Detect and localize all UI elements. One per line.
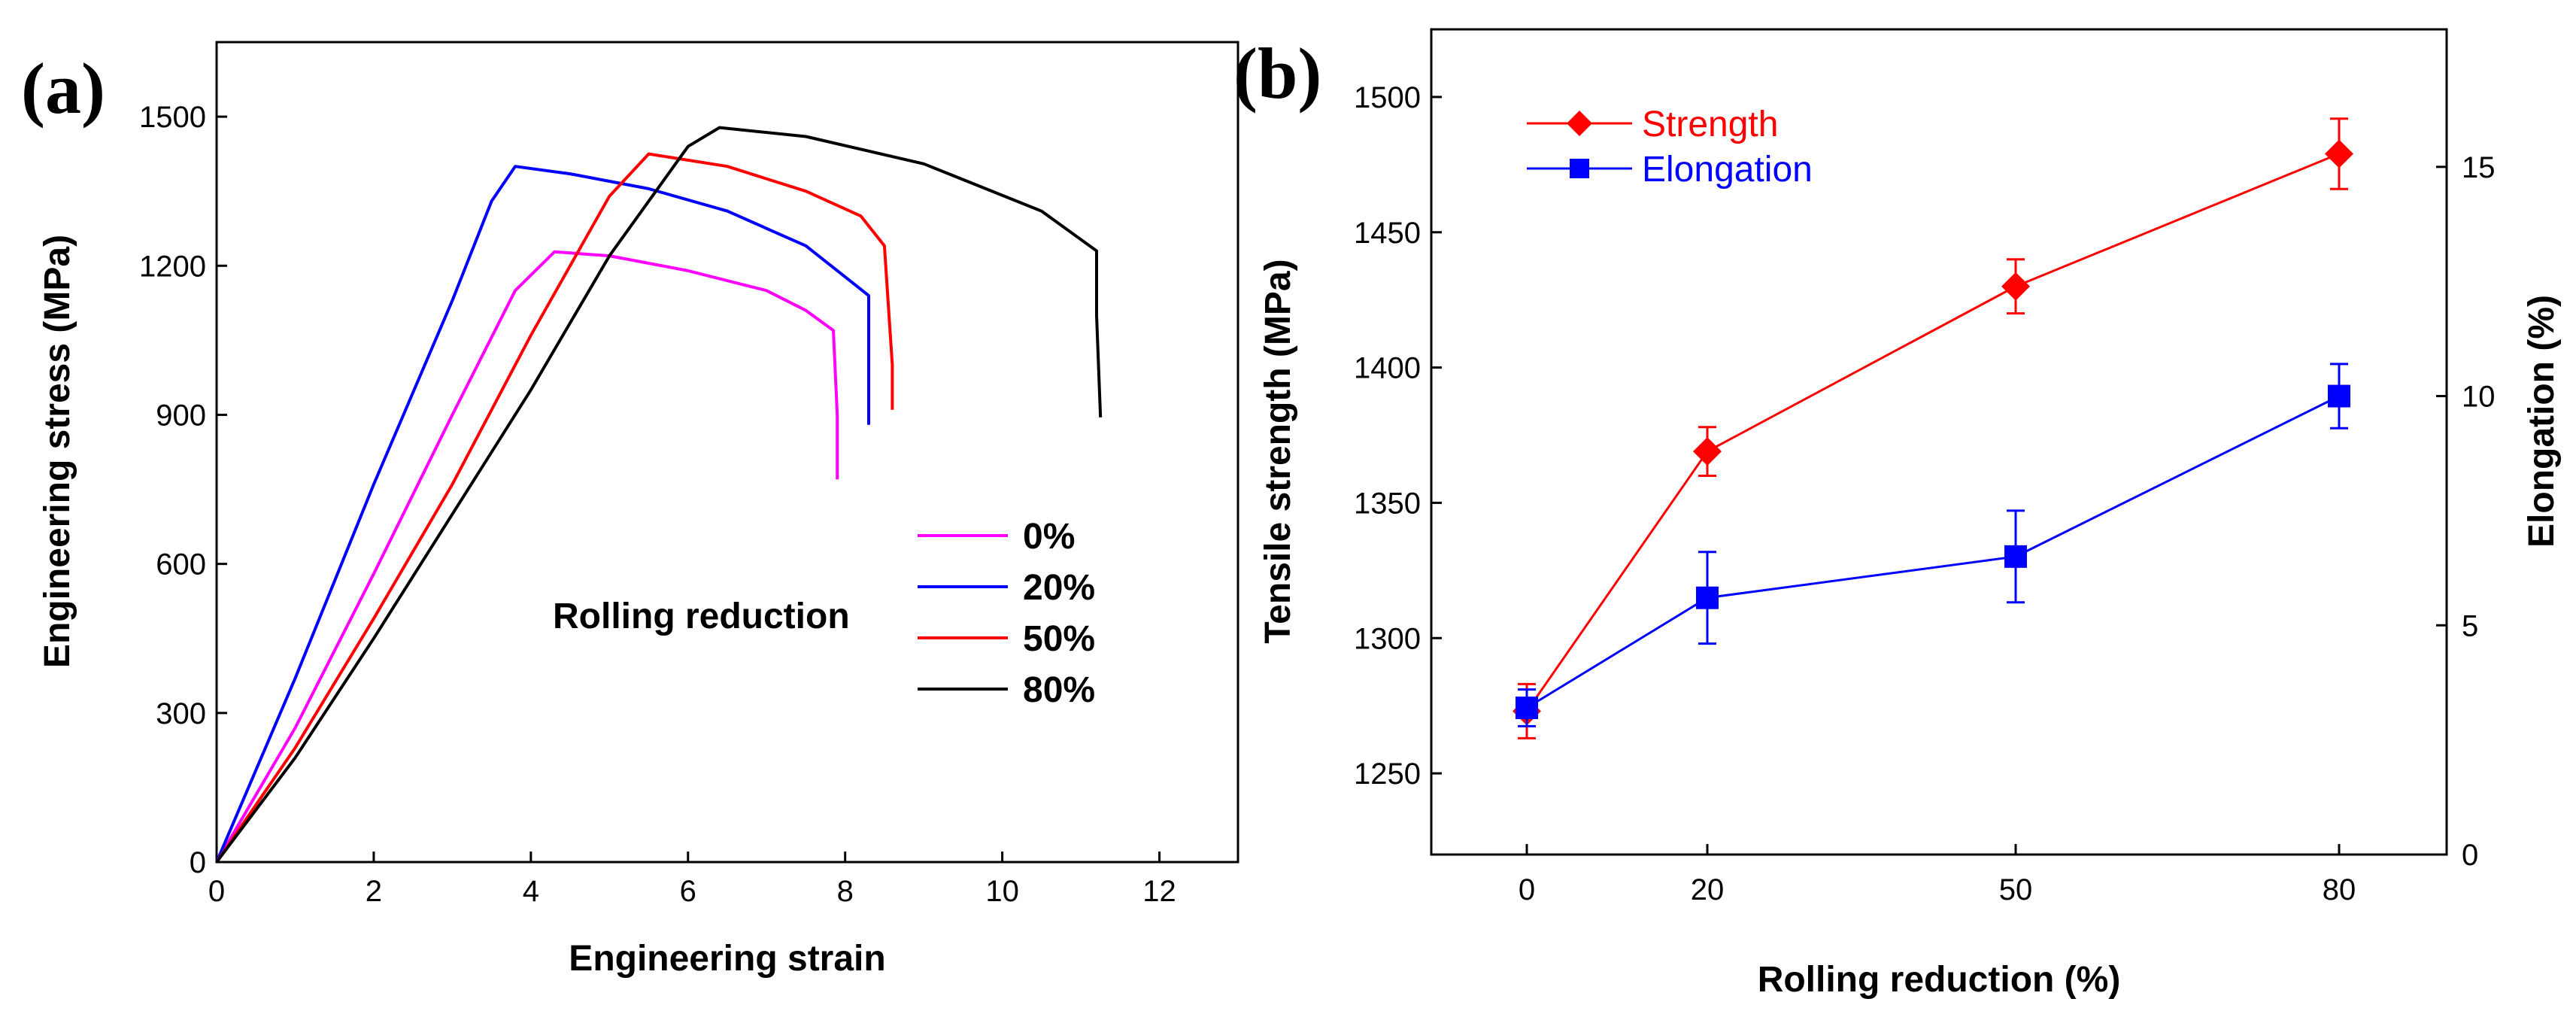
series-line-50pct [215,152,894,864]
x-tick-label-a: 0 [208,875,225,908]
x-tick-label-b: 20 [1691,873,1725,906]
legend-title: Rolling reduction [553,597,850,636]
y-tick-label-a: 0 [190,846,206,879]
data-point-elongation [1696,586,1719,609]
series-line-20pct [215,165,870,863]
y-tick-label-left-b: 1250 [1354,757,1421,791]
legend-label-a: 50% [1023,619,1095,659]
y-tick-label-right-b: 5 [2462,609,2478,642]
y-tick-label-left-b: 1350 [1354,487,1421,520]
x-tick-label-a: 10 [985,875,1019,908]
y-tick-label-left-b: 1500 [1354,81,1421,114]
y-tick-label-a: 300 [156,697,206,730]
y-tick-label-right-b: 15 [2462,151,2496,184]
y-tick-label-left-b: 1400 [1354,352,1421,385]
x-tick-label-a: 4 [523,875,539,908]
y-tick-label-right-b: 0 [2462,839,2478,872]
legend-b: Strength Elongation [1527,105,1813,190]
x-tick-label-a: 8 [837,875,854,908]
legend-label-a: 0% [1023,517,1075,557]
plot-frame-a [215,41,1239,864]
legend-label-a: 20% [1023,568,1095,608]
x-tick-label-a: 2 [366,875,382,908]
chart-a: (a) 0 2 4 6 8 10 12 0 300 600 900 1200 1500 Enginee… [21,41,1239,979]
y-tick-label-left-b: 1450 [1354,217,1421,250]
series-line-80pct [215,126,1103,864]
data-point-strength [2325,139,2353,168]
x-axis-label-a: Engineering strain [569,939,885,979]
legend-marker-square [1570,159,1589,178]
y-tick-label-a: 1500 [139,101,206,134]
data-point-elongation [1516,696,1538,719]
y-tick-label-a: 600 [156,548,206,581]
chart-b: (b) 0 20 50 80 1250 1300 1350 1400 1450 1500 0 5 1… [1233,28,2562,1000]
x-tick-label-b: 50 [1999,873,2033,906]
y-tick-label-left-b: 1300 [1354,622,1421,655]
legend-marker-diamond [1567,111,1592,136]
x-tick-label-b: 80 [2323,873,2356,906]
series-line-elongation [1526,395,2340,709]
y-axis-label-a: Engineering stress (MPa) [38,235,77,668]
series-line-strength [1525,153,2340,712]
plot-frame-b [1430,28,2448,856]
x-tick-label-a: 12 [1142,875,1176,908]
y-tick-label-a: 900 [156,399,206,432]
panel-label-a: (a) [21,48,105,129]
y-tick-label-right-b: 10 [2462,381,2496,414]
x-tick-label-a: 6 [680,875,696,908]
legend-label-a: 80% [1023,670,1095,710]
panel-label-b: (b) [1233,33,1321,114]
y-tick-label-a: 1200 [139,250,206,283]
y-axis-label-right-b: Elongation (%) [2522,295,2562,548]
x-tick-label-b: 0 [1519,873,1535,906]
data-point-elongation [2328,384,2350,408]
x-axis-label-b: Rolling reduction (%) [1758,960,2121,1000]
legend-a: Rolling reduction 0% 20% 50% 80% [553,517,1095,710]
legend-label-b: Elongation [1642,150,1813,190]
data-point-elongation [2004,545,2027,568]
data-point-strength [1693,437,1722,466]
legend-label-b: Strength [1642,105,1778,144]
data-point-strength [2001,272,2030,301]
y-axis-label-left-b: Tensile strength (MPa) [1258,259,1298,643]
